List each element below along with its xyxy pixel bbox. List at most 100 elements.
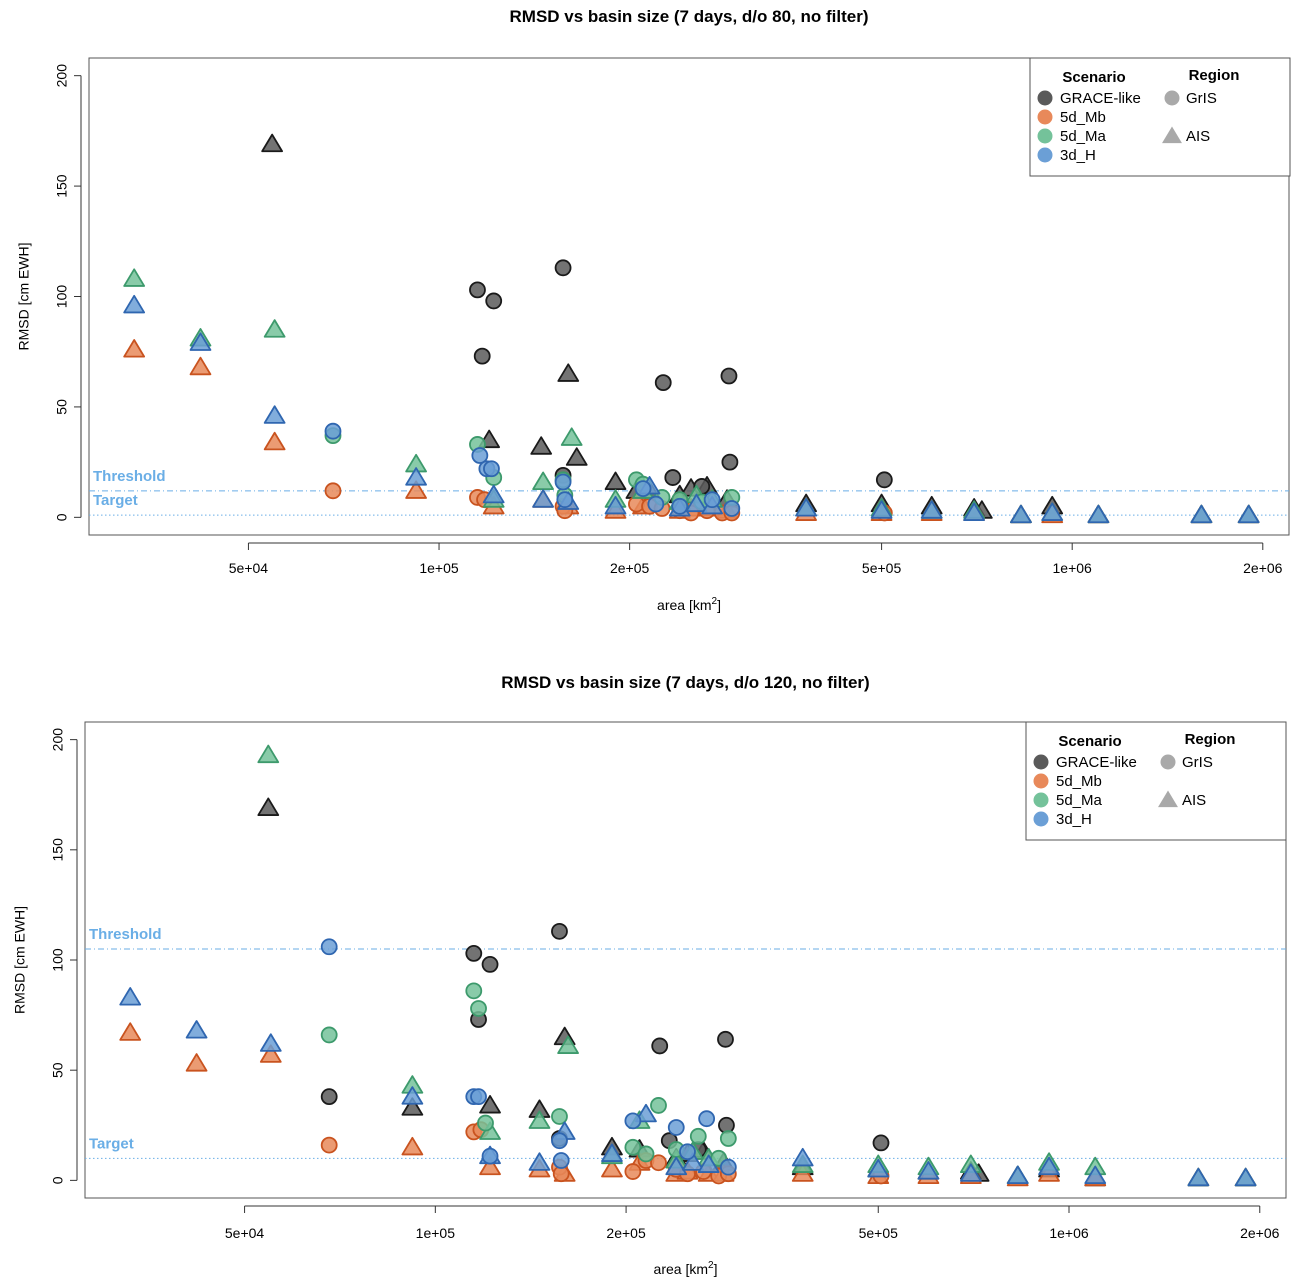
legend-label-3d_h: 3d_H <box>1056 811 1092 828</box>
point-grace-like-gris <box>554 259 572 277</box>
point-3d_h-ais <box>791 1147 814 1167</box>
point-5d_ma-gris <box>637 1145 655 1163</box>
point-5d_mb-ais <box>189 356 212 376</box>
point-grace-like-gris <box>651 1037 669 1055</box>
point-3d_h-ais <box>1190 504 1213 524</box>
point-grace-like-gris <box>481 956 499 973</box>
point-3d_h-ais <box>867 1158 890 1178</box>
legend-scenario-title: Scenario <box>1062 69 1125 86</box>
point-3d_h-ais <box>795 498 818 517</box>
panel-bottom: RMSD vs basin size (7 days, d/o 120, no … <box>12 673 1287 1277</box>
legend-box <box>1029 57 1291 177</box>
point-5d_ma-gris <box>477 1114 494 1132</box>
point-3d_h-gris <box>671 497 689 515</box>
point-grace-like-gris <box>872 1134 890 1152</box>
legend-swatch-3d_h <box>1037 147 1053 163</box>
legend-region-circle-icon <box>1164 90 1180 106</box>
point-3d_h-gris <box>483 460 500 478</box>
point-3d_h-gris <box>320 938 338 956</box>
point-3d_h-ais <box>1237 504 1260 524</box>
point-grace-like-gris <box>320 1088 338 1106</box>
x-tick-label: 2e+05 <box>610 560 650 576</box>
legend-region-label-gris: GrIS <box>1182 754 1213 771</box>
point-5d_ma-gris <box>650 1097 667 1114</box>
legend-region-label-gris: GrIS <box>1186 90 1217 107</box>
point-3d_h-ais <box>959 1163 982 1182</box>
point-3d_h-ais <box>665 1156 688 1176</box>
point-5d_mb-ais <box>259 1044 282 1063</box>
legend-region-title: Region <box>1185 731 1236 748</box>
point-3d_h-ais <box>920 500 943 519</box>
point-5d_mb-ais <box>185 1053 208 1072</box>
legend-label-5d_ma: 5d_Ma <box>1060 128 1107 145</box>
legend: Scenario Region GRACE-like 5d_Mb 5d_Ma 3d_H Gr… <box>1025 721 1287 841</box>
legend-label-5d_mb: 5d_Mb <box>1056 773 1102 790</box>
point-3d_h-ais <box>917 1161 940 1180</box>
x-tick-label: 2e+06 <box>1240 1225 1280 1241</box>
reference-label-target: Target <box>93 492 138 509</box>
point-grace-like-gris <box>717 1030 734 1048</box>
point-3d_h-gris <box>624 1112 642 1130</box>
legend-region-triangle-icon <box>1158 790 1178 808</box>
point-5d_mb-gris <box>624 1163 642 1180</box>
x-tick-label: 5e+04 <box>225 1225 265 1241</box>
point-grace-like-gris <box>721 453 739 471</box>
point-grace-like-gris <box>473 347 491 365</box>
point-grace-like-gris <box>875 471 893 489</box>
y-tick-label: 200 <box>50 728 66 752</box>
plot-frame <box>88 57 1290 536</box>
legend-label-5d_ma: 5d_Ma <box>1056 792 1103 809</box>
point-grace-like-gris <box>469 281 486 299</box>
point-3d_h-ais <box>1041 502 1064 521</box>
point-grace-like-ais <box>257 797 280 816</box>
point-grace-like-gris <box>720 367 738 385</box>
legend-swatch-grace-like <box>1033 754 1049 770</box>
panel-top: RMSD vs basin size (7 days, d/o 80, no f… <box>16 7 1291 613</box>
legend-scenario-title: Scenario <box>1058 733 1121 750</box>
y-tick-label: 0 <box>50 1176 66 1184</box>
data-marks <box>123 133 1260 524</box>
legend-label-5d_mb: 5d_Mb <box>1060 109 1106 126</box>
point-5d_mb-gris <box>324 482 342 500</box>
point-3d_h-ais <box>1038 1156 1060 1176</box>
point-3d_h-gris <box>703 491 721 509</box>
x-tick-label: 1e+06 <box>1053 560 1093 576</box>
point-grace-like-gris <box>551 922 568 940</box>
y-tick-label: 100 <box>50 948 66 972</box>
point-3d_h-ais <box>1010 504 1032 524</box>
legend-region-circle-icon <box>1160 754 1176 770</box>
point-grace-like-gris <box>654 374 672 392</box>
legend-region-triangle-icon <box>1162 126 1182 144</box>
point-5d_ma-gris <box>689 1127 707 1145</box>
point-3d_h-ais <box>1006 1165 1029 1184</box>
point-5d_ma-ais <box>123 268 146 287</box>
point-grace-like-ais <box>565 447 588 466</box>
legend-swatch-3d_h <box>1033 811 1049 827</box>
x-tick-label: 5e+05 <box>859 1225 899 1241</box>
x-tick-label: 2e+06 <box>1243 560 1283 576</box>
point-5d_mb-ais <box>123 339 146 358</box>
point-3d_h-ais <box>119 987 142 1006</box>
point-grace-like-ais <box>530 436 553 455</box>
reference-label-target: Target <box>89 1135 134 1152</box>
y-axis-label: RMSD [cm EWH] <box>12 906 28 1014</box>
legend-label-3d_h: 3d_H <box>1060 147 1096 164</box>
point-5d_ma-gris <box>551 1108 568 1125</box>
point-3d_h-ais <box>1087 504 1110 524</box>
point-grace-like-gris <box>485 292 503 310</box>
x-tick-label: 1e+05 <box>416 1225 456 1241</box>
point-3d_h-ais <box>685 493 708 513</box>
y-tick-label: 50 <box>54 399 70 415</box>
legend-region-title: Region <box>1189 67 1240 84</box>
x-axis-label-close: ] <box>714 1261 718 1277</box>
x-tick-label: 2e+05 <box>606 1225 646 1241</box>
point-5d_ma-ais <box>557 1035 579 1054</box>
point-3d_h-gris <box>634 480 652 498</box>
point-5d_ma-ais <box>532 471 554 491</box>
point-5d_mb-gris <box>320 1136 338 1154</box>
point-3d_h-ais <box>259 1033 282 1052</box>
point-3d_h-ais <box>532 489 554 508</box>
legend-box <box>1025 721 1287 841</box>
point-3d_h-gris <box>552 1152 570 1169</box>
